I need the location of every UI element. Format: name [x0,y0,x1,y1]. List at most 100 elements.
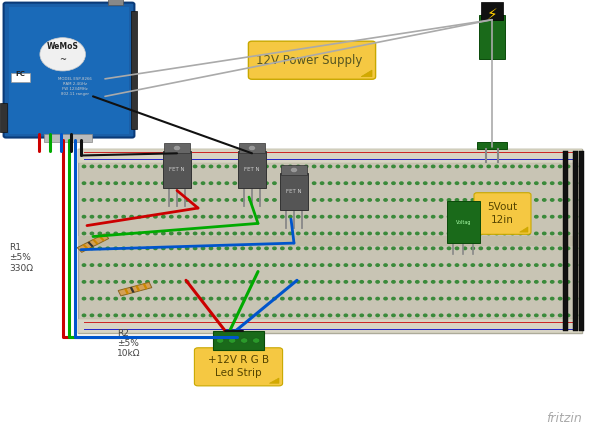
Circle shape [161,215,165,218]
Circle shape [416,297,419,300]
Circle shape [170,215,173,218]
Circle shape [130,215,133,218]
Circle shape [416,182,419,184]
Bar [573,151,578,331]
Circle shape [574,232,578,235]
Circle shape [289,314,292,317]
Circle shape [519,199,522,201]
Circle shape [336,182,340,184]
FancyBboxPatch shape [474,193,531,234]
Circle shape [122,314,125,317]
Circle shape [281,264,284,266]
Circle shape [448,281,451,283]
Circle shape [122,297,125,300]
Circle shape [273,182,276,184]
Circle shape [336,314,340,317]
Circle shape [296,297,300,300]
Circle shape [82,314,86,317]
Circle shape [217,215,221,218]
Circle shape [344,264,347,266]
Circle shape [122,215,125,218]
Circle shape [170,232,173,235]
Circle shape [273,165,276,168]
Circle shape [574,165,578,168]
Circle shape [535,314,538,317]
Circle shape [368,199,371,201]
Circle shape [479,247,482,250]
Circle shape [90,199,94,201]
Circle shape [178,232,181,235]
Circle shape [170,264,173,266]
Circle shape [289,281,292,283]
Circle shape [82,215,86,218]
Circle shape [225,281,229,283]
Circle shape [368,165,371,168]
Circle shape [90,281,94,283]
Circle shape [305,215,308,218]
Circle shape [98,281,101,283]
Bar [77,234,109,252]
Circle shape [289,264,292,266]
Bar [124,288,129,294]
Circle shape [407,232,411,235]
Bar [131,11,137,129]
Circle shape [574,247,578,250]
Circle shape [106,281,109,283]
Circle shape [344,247,347,250]
Circle shape [130,297,133,300]
Circle shape [368,182,371,184]
Circle shape [185,232,189,235]
Circle shape [185,314,189,317]
Circle shape [313,281,316,283]
Circle shape [273,199,276,201]
Circle shape [566,182,570,184]
Circle shape [281,247,284,250]
Circle shape [400,232,403,235]
Circle shape [225,165,229,168]
Circle shape [161,264,165,266]
Circle shape [352,215,355,218]
Circle shape [289,232,292,235]
Circle shape [559,264,562,266]
Circle shape [503,199,506,201]
Bar [239,143,265,153]
Circle shape [82,199,86,201]
Circle shape [416,215,419,218]
Circle shape [233,247,236,250]
Circle shape [527,264,530,266]
Text: R2
±5%
10kΩ: R2 ±5% 10kΩ [117,328,140,358]
Circle shape [471,199,475,201]
Circle shape [146,264,149,266]
Circle shape [511,199,514,201]
Circle shape [185,247,189,250]
Circle shape [241,247,244,250]
Circle shape [122,199,125,201]
Circle shape [170,199,173,201]
Circle shape [114,199,118,201]
Text: FET N: FET N [244,167,260,172]
Circle shape [170,297,173,300]
Circle shape [249,281,253,283]
Circle shape [193,247,197,250]
Circle shape [455,247,458,250]
Circle shape [265,281,268,283]
Circle shape [146,297,149,300]
Circle shape [431,247,435,250]
Circle shape [487,264,490,266]
Circle shape [281,281,284,283]
Circle shape [178,247,181,250]
Circle shape [542,297,546,300]
Circle shape [566,297,570,300]
Circle shape [178,165,181,168]
Circle shape [122,182,125,184]
Circle shape [138,215,141,218]
Circle shape [495,182,499,184]
Circle shape [344,199,347,201]
Circle shape [448,199,451,201]
Bar [9,7,129,134]
Circle shape [384,232,387,235]
Circle shape [249,297,253,300]
Circle shape [376,165,379,168]
Circle shape [487,182,490,184]
Text: WeMoS: WeMoS [47,42,79,51]
